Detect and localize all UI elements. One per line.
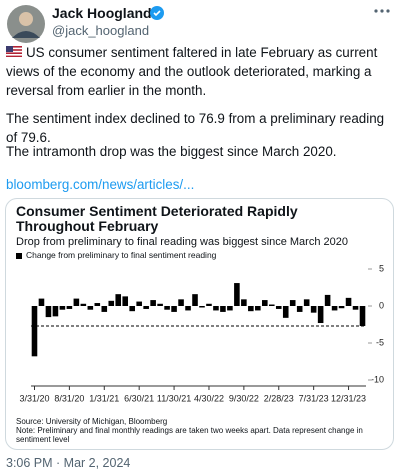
x-tick-label: 9/30/22 — [229, 393, 259, 403]
bar — [352, 306, 359, 310]
bar — [45, 306, 52, 318]
bar — [129, 306, 135, 312]
bar — [73, 298, 80, 306]
bar — [59, 306, 66, 310]
bar — [248, 306, 254, 312]
bar — [101, 306, 108, 312]
bar — [199, 306, 205, 308]
link[interactable]: bloomberg.com/news/articles/... — [6, 177, 195, 192]
legend-swatch — [16, 253, 22, 259]
bar — [289, 300, 296, 306]
tweet-text: The sentiment index declined to 76.9 fro… — [6, 111, 385, 145]
chart-subtitle: Drop from preliminary to final reading w… — [16, 236, 348, 248]
x-tick-label: 6/30/21 — [124, 393, 154, 403]
tweet-text: US consumer sentiment faltered in late F… — [6, 45, 378, 98]
bar — [185, 306, 191, 311]
bar — [136, 301, 142, 306]
bar — [94, 303, 101, 306]
x-tick-label: 4/30/22 — [194, 393, 224, 403]
x-tick-label: 1/31/21 — [89, 393, 119, 403]
bar — [115, 294, 122, 306]
bar — [38, 298, 45, 306]
chart-note: Note: Preliminary and final monthly read… — [16, 426, 363, 444]
bar — [87, 306, 94, 310]
bar — [296, 306, 303, 312]
bar — [80, 303, 87, 306]
bar — [275, 306, 282, 309]
y-tick-label: 5 — [379, 263, 384, 273]
handle[interactable]: @jack_hoogland — [52, 23, 150, 38]
x-tick-label: 2/28/23 — [264, 393, 294, 403]
bar — [213, 306, 219, 311]
x-tick-label: 3/31/20 — [19, 393, 49, 403]
x-tick-label: 12/31/23 — [331, 393, 366, 403]
bar — [178, 299, 184, 306]
verified-badge — [150, 6, 164, 20]
x-tick-label: 11/30/21 — [157, 393, 191, 403]
bar — [150, 300, 156, 306]
bar — [157, 303, 163, 306]
bar — [171, 306, 177, 312]
bar — [345, 297, 352, 306]
chart-source: Source: University of Michigan, Bloomber… — [16, 417, 168, 426]
bar — [241, 299, 247, 306]
bar — [268, 304, 275, 306]
x-tick-label: 8/31/20 — [54, 393, 84, 403]
x-tick-label: 7/31/23 — [299, 393, 329, 403]
more-menu[interactable] — [374, 8, 390, 14]
bar — [66, 306, 73, 309]
bar — [359, 306, 366, 326]
tweet-text: The intramonth drop was the biggest sinc… — [6, 144, 337, 159]
y-tick-label: 0 — [379, 300, 384, 310]
bar — [338, 306, 345, 309]
bar — [331, 306, 338, 311]
bar — [164, 306, 170, 310]
bar — [227, 306, 233, 311]
chart-title: Consumer Sentiment Deteriorated Rapidly … — [16, 203, 298, 234]
bar — [310, 306, 317, 313]
bar — [317, 306, 324, 324]
bar — [282, 306, 289, 318]
bar — [52, 306, 59, 317]
bar — [143, 306, 149, 309]
bar — [234, 283, 240, 306]
chart: 5 0 -5 -10 3/31/20 8/31/20 1/31/21 6/30/21 11/30… — [19, 263, 384, 403]
bar — [122, 296, 129, 306]
bar — [255, 306, 261, 311]
display-name[interactable]: Jack Hoogland — [52, 5, 152, 21]
bar — [324, 294, 331, 306]
bar — [31, 306, 38, 357]
timestamp[interactable]: 3:06 PM · Mar 2, 2024 — [6, 456, 131, 470]
bar — [303, 299, 310, 306]
y-tick-label: -5 — [376, 337, 384, 347]
legend-label: Change from preliminary to final sentime… — [26, 250, 217, 260]
avatar[interactable] — [6, 4, 46, 44]
bar — [220, 306, 226, 312]
flag-emoji — [6, 46, 22, 57]
bar — [262, 300, 268, 306]
bar — [192, 294, 198, 306]
bar — [206, 303, 212, 306]
y-tick-label: -10 — [371, 374, 384, 384]
chart-card[interactable]: Consumer Sentiment Deteriorated Rapidly … — [5, 198, 394, 450]
bar — [108, 300, 115, 306]
